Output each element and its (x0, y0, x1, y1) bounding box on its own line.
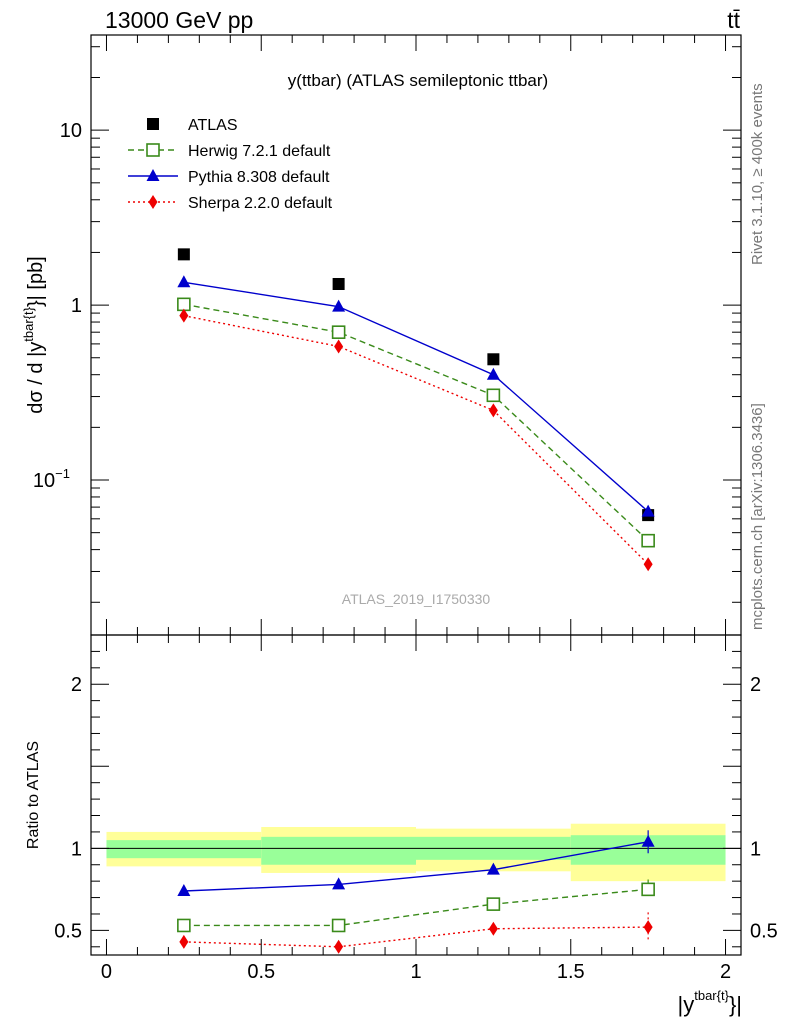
y-tick-label-right: 2 (750, 674, 761, 696)
ratio-point (179, 934, 189, 949)
data-point (641, 504, 655, 517)
y-tick-label: 0.5 (54, 920, 82, 942)
ratio-ylabel: Ratio to ATLAS (25, 741, 42, 849)
legend-label: ATLAS (188, 117, 238, 134)
ratio-point (177, 884, 191, 896)
ratio-series-line (183, 841, 649, 892)
data-point (332, 299, 346, 312)
data-point (177, 275, 191, 288)
ratio-point (334, 939, 344, 954)
ratio-point (486, 897, 501, 911)
ratio-point (331, 918, 346, 933)
x-tick-label: 0.5 (247, 961, 275, 983)
y-tick-label: 1 (71, 295, 82, 317)
y-tick-label: 10−1 (33, 466, 70, 492)
data-point (331, 325, 346, 339)
ratio-xlabel: |ytbar{t}}| (678, 988, 742, 1017)
data-point (334, 339, 344, 354)
watermark: ATLAS_2019_I1750330 (342, 591, 491, 607)
ratio-band-green (261, 836, 416, 865)
main-ylabel: dσ / d |ytbar{t}}| [pb] (21, 256, 47, 414)
legend-label: Herwig 7.2.1 default (188, 143, 331, 160)
ratio-band-green (106, 840, 262, 859)
ratio-frame (90, 634, 742, 956)
legend-marker (146, 143, 160, 157)
ratio-point (177, 918, 191, 933)
mcplots-label: mcplots.cern.ch [arXiv:1306.3436] (749, 403, 766, 630)
ratio-point (641, 882, 655, 897)
series-line (183, 303, 649, 542)
data-point (641, 533, 655, 548)
y-tick-label: 2 (71, 674, 82, 696)
series-line (183, 314, 649, 565)
ratio-series-line (183, 888, 649, 927)
header-right: tt̄ (727, 7, 740, 33)
main-panel: y(ttbar) (ATLAS semileptonic ttbar) ATLA… (21, 34, 742, 636)
ratio-point (643, 920, 653, 935)
x-tick-label: 1 (410, 961, 421, 983)
y-tick-label-right: 0.5 (750, 920, 778, 942)
data-point (486, 388, 501, 403)
legend: ATLAS Herwig 7.2.1 default Pythia 8.308 de… (128, 117, 333, 212)
data-point (643, 557, 653, 572)
legend-label: Pythia 8.308 default (188, 169, 330, 186)
legend-label: Sherpa 2.2.0 default (188, 195, 333, 212)
x-tick-label: 0 (101, 961, 112, 983)
legend-marker (147, 118, 159, 130)
data-point (486, 367, 500, 380)
rivet-label: Rivet 3.1.10, ≥ 400k events (749, 83, 766, 265)
main-title: y(ttbar) (ATLAS semileptonic ttbar) (288, 71, 548, 90)
legend-marker (148, 195, 158, 209)
legend-marker (146, 169, 160, 181)
ratio-point (486, 862, 500, 875)
y-tick-label: 1 (71, 838, 82, 860)
ratio-point (641, 834, 655, 847)
series-line (183, 281, 649, 513)
header-left: 13000 GeV pp (105, 7, 253, 33)
data-point (179, 308, 189, 323)
y-tick-label: 10 (60, 120, 82, 142)
x-tick-label: 1.5 (557, 961, 585, 983)
data-point (488, 403, 498, 418)
data-point (332, 277, 345, 290)
x-tick-label: 2 (720, 961, 731, 983)
data-point (177, 297, 191, 312)
ratio-panel: 2 2 1 1 0.5 0.5 0 0.5 1 1.5 2 Ratio to ATLAS |ytba… (25, 634, 778, 1017)
data-point (487, 353, 500, 366)
data-point (177, 248, 190, 261)
ratio-point (332, 877, 346, 890)
ratio-point (488, 921, 498, 936)
y-tick-label-right: 1 (750, 838, 761, 860)
